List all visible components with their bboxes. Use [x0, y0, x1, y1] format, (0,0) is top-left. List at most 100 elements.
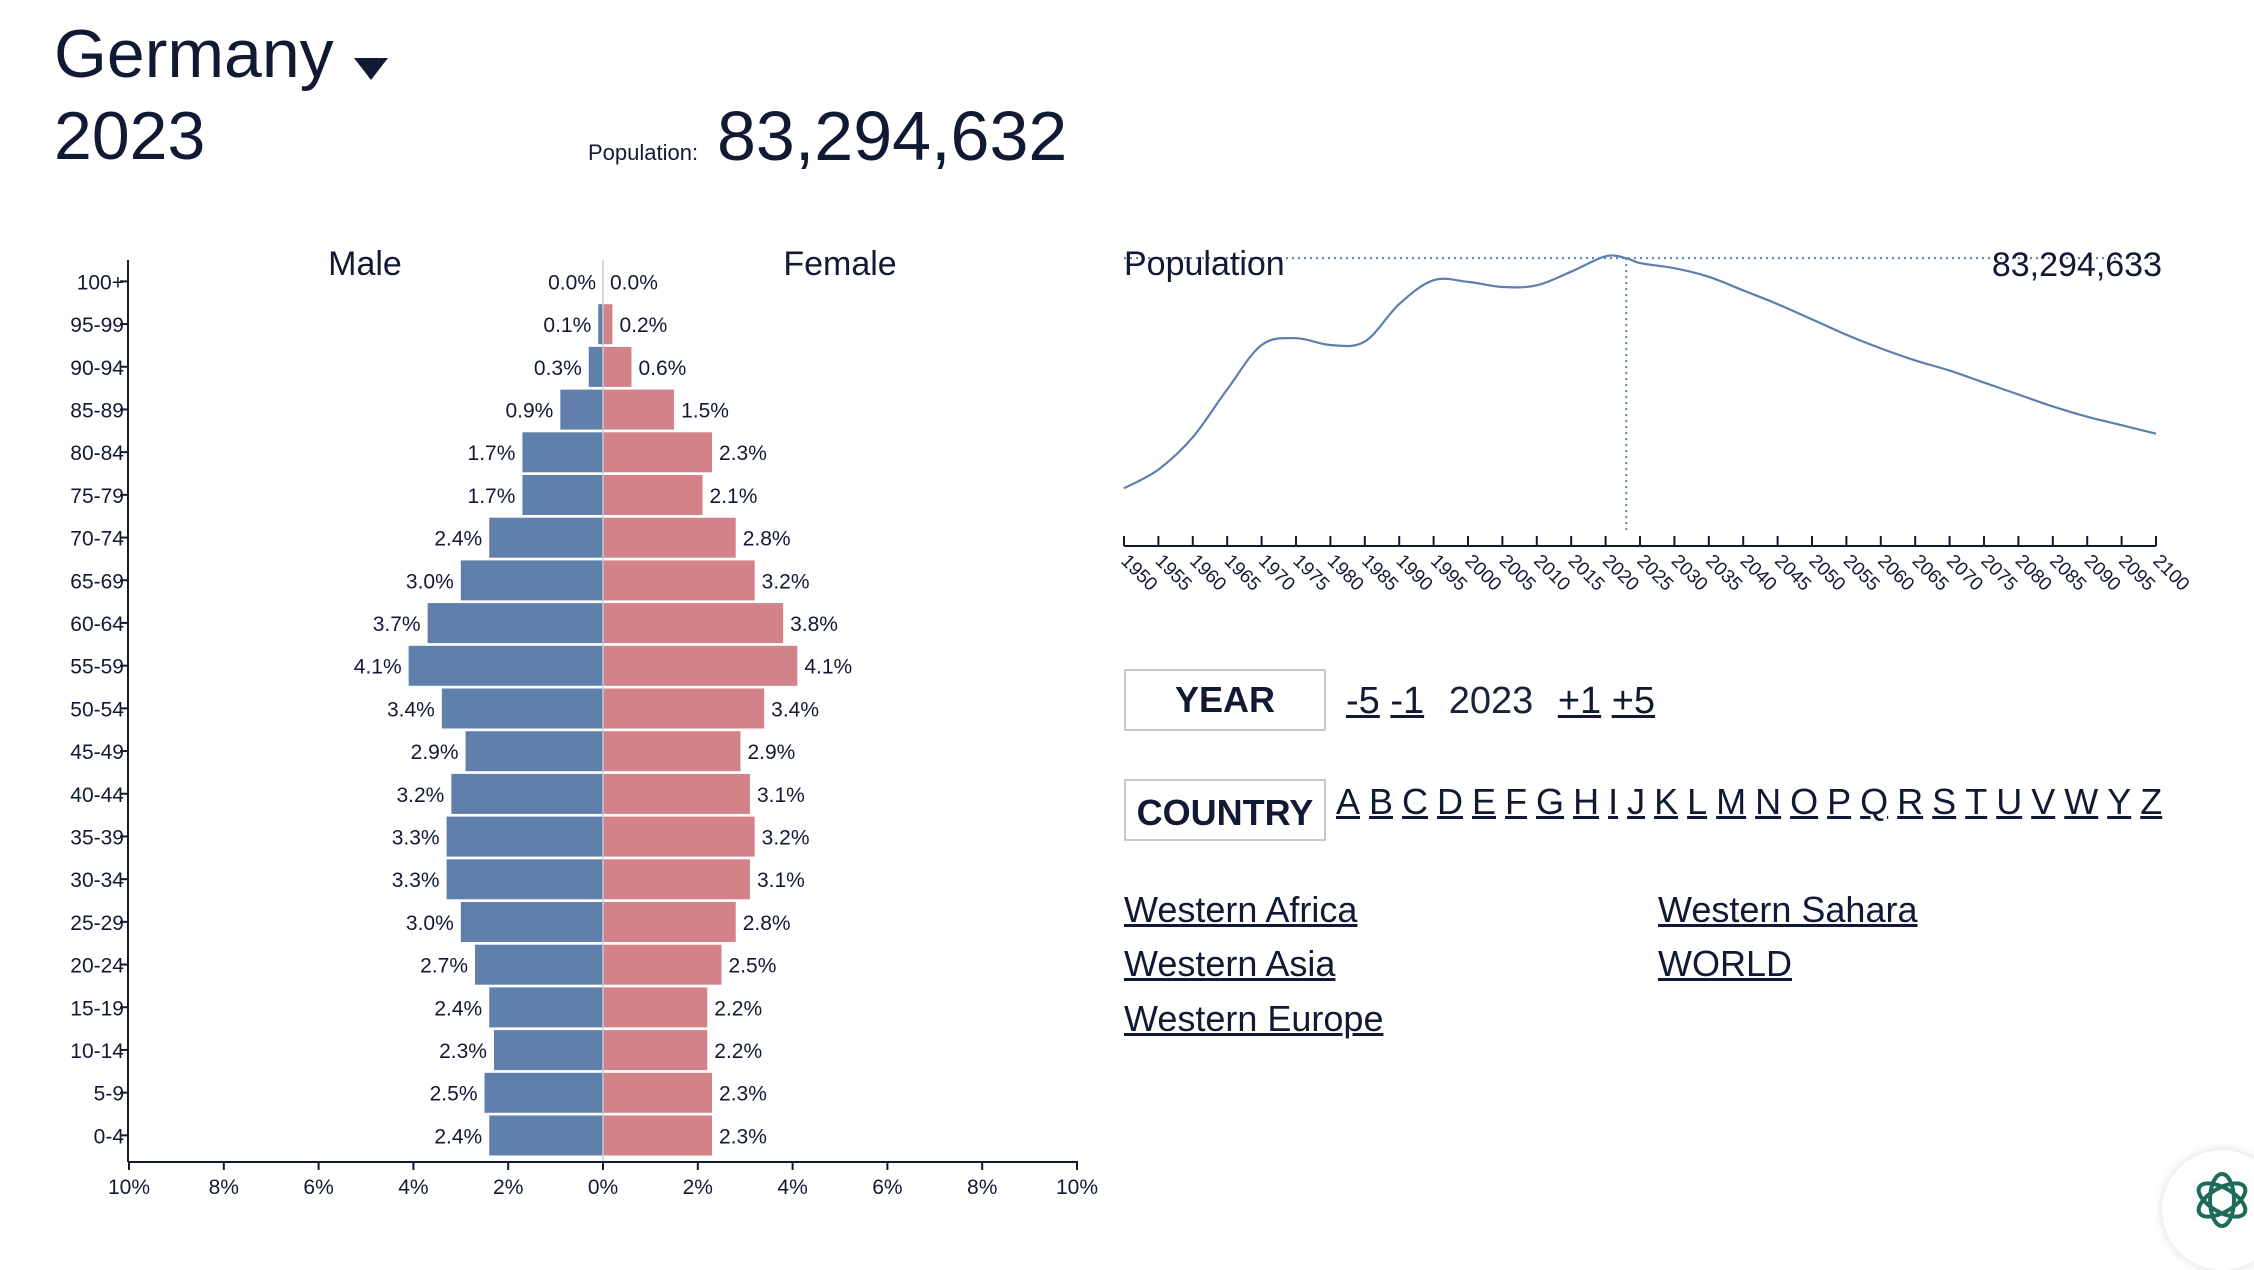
country-letter-link-i[interactable]: I	[1608, 781, 1619, 822]
country-letter-link-a[interactable]: A	[1336, 781, 1361, 822]
female-bar	[603, 432, 713, 473]
male-value-label: 3.4%	[387, 698, 435, 721]
trend-x-tick-label: 2045	[1770, 551, 1815, 596]
year-minus-1-link[interactable]: -1	[1390, 680, 1425, 722]
trend-x-tick-label: 1995	[1426, 551, 1471, 596]
age-group-label: 5-9	[94, 1083, 124, 1106]
male-value-label: 0.1%	[543, 314, 591, 337]
country-selector[interactable]: Germany	[54, 14, 390, 99]
country-letter-link-o[interactable]: O	[1790, 781, 1819, 822]
country-letter-link-c[interactable]: C	[1402, 781, 1429, 822]
male-value-label: 2.4%	[434, 997, 482, 1020]
male-bar	[522, 475, 603, 515]
female-value-label: 4.1%	[804, 656, 852, 679]
male-bar	[489, 1115, 603, 1156]
female-value-label: 0.2%	[619, 314, 667, 337]
country-letter-link-w[interactable]: W	[2064, 781, 2099, 822]
trend-x-tick-label: 1975	[1288, 551, 1333, 596]
male-bar	[489, 517, 603, 558]
region-list: Western Africa Western Asia Western Euro…	[1124, 888, 2124, 1068]
country-letter-link-j[interactable]: J	[1627, 781, 1646, 822]
trend-x-tick-label: 2100	[2148, 551, 2193, 596]
male-bar	[460, 902, 603, 942]
country-letter-link-v[interactable]: V	[2031, 781, 2056, 822]
age-group-label: 40-44	[70, 784, 124, 807]
female-value-label: 3.8%	[790, 613, 838, 636]
male-value-label: 3.3%	[392, 826, 440, 849]
country-letter-link-g[interactable]: G	[1536, 781, 1565, 822]
country-letter-link-r[interactable]: R	[1897, 781, 1924, 822]
year-plus-5-link[interactable]: +5	[1611, 680, 1656, 722]
trend-x-tick-label: 2095	[2114, 551, 2159, 596]
age-group-label: 85-89	[70, 399, 124, 422]
male-bar	[588, 346, 603, 387]
age-group-label: 35-39	[70, 826, 124, 849]
country-letter-link-q[interactable]: Q	[1860, 781, 1889, 822]
trend-x-tick-label: 2015	[1564, 551, 1609, 596]
male-value-label: 1.7%	[468, 442, 516, 465]
female-value-label: 2.9%	[747, 741, 795, 764]
male-bar	[489, 987, 603, 1028]
caret-down-icon[interactable]	[352, 19, 390, 99]
country-letter-link-u[interactable]: U	[1996, 781, 2023, 822]
female-value-label: 2.2%	[714, 1040, 762, 1063]
country-letter-link-h[interactable]: H	[1573, 781, 1600, 822]
trend-x-tick-label: 1960	[1185, 551, 1230, 596]
female-value-label: 0.0%	[610, 271, 658, 294]
year-navigation: -5 -1 2023 +1 +5	[1346, 676, 1655, 726]
trend-x-tick-label: 2025	[1632, 551, 1677, 596]
male-bar	[427, 603, 603, 644]
region-link-western-africa[interactable]: Western Africa	[1124, 889, 1358, 930]
female-bar	[603, 902, 736, 942]
female-value-label: 0.6%	[638, 357, 686, 380]
region-link-western-europe[interactable]: Western Europe	[1124, 998, 1384, 1039]
country-letter-link-d[interactable]: D	[1437, 781, 1464, 822]
trend-x-tick-label: 2020	[1598, 551, 1643, 596]
age-group-label: 0-4	[94, 1125, 125, 1148]
female-value-label: 2.8%	[743, 912, 791, 935]
female-value-label: 2.3%	[719, 442, 767, 465]
male-value-label: 2.7%	[420, 955, 468, 978]
country-letter-link-f[interactable]: F	[1505, 781, 1528, 822]
male-value-label: 3.0%	[406, 912, 454, 935]
country-letter-link-z[interactable]: Z	[2140, 781, 2163, 822]
age-group-label: 20-24	[70, 955, 124, 978]
male-bar	[408, 645, 603, 686]
country-letter-link-y[interactable]: Y	[2107, 781, 2132, 822]
male-bar	[560, 389, 603, 430]
male-value-label: 0.3%	[534, 357, 582, 380]
trend-chart-title: Population	[1124, 245, 1285, 283]
male-value-label: 2.3%	[439, 1040, 487, 1063]
female-value-label: 2.3%	[719, 1083, 767, 1106]
region-link-western-sahara[interactable]: Western Sahara	[1658, 889, 1918, 930]
region-link-world[interactable]: WORLD	[1658, 943, 1792, 984]
country-letter-link-n[interactable]: N	[1755, 781, 1782, 822]
country-letter-link-k[interactable]: K	[1654, 781, 1679, 822]
female-value-label: 2.2%	[714, 997, 762, 1020]
year-minus-5-link[interactable]: -5	[1346, 680, 1380, 722]
x-tick-label: 10%	[108, 1176, 150, 1199]
male-value-label: 2.5%	[430, 1083, 478, 1106]
year-plus-1-link[interactable]: +1	[1557, 680, 1602, 722]
country-letter-link-b[interactable]: B	[1369, 781, 1394, 822]
female-bar	[603, 389, 675, 430]
logo-badge[interactable]	[2162, 1150, 2254, 1270]
country-letter-link-m[interactable]: M	[1716, 781, 1747, 822]
male-bar	[446, 859, 603, 900]
country-letter-link-e[interactable]: E	[1472, 781, 1497, 822]
age-group-label: 60-64	[70, 613, 124, 636]
female-value-label: 1.5%	[681, 399, 729, 422]
male-value-label: 3.7%	[373, 613, 421, 636]
country-letter-link-s[interactable]: S	[1932, 781, 1957, 822]
female-value-label: 3.4%	[771, 698, 819, 721]
x-tick-label: 6%	[872, 1176, 902, 1199]
female-bar	[603, 1072, 713, 1113]
female-value-label: 3.2%	[762, 826, 810, 849]
trend-x-tick-label: 1970	[1254, 551, 1299, 596]
country-letter-link-l[interactable]: L	[1687, 781, 1708, 822]
male-value-label: 4.1%	[354, 656, 402, 679]
country-letter-link-p[interactable]: P	[1827, 781, 1852, 822]
region-link-western-asia[interactable]: Western Asia	[1124, 943, 1336, 984]
country-letter-link-t[interactable]: T	[1965, 781, 1988, 822]
